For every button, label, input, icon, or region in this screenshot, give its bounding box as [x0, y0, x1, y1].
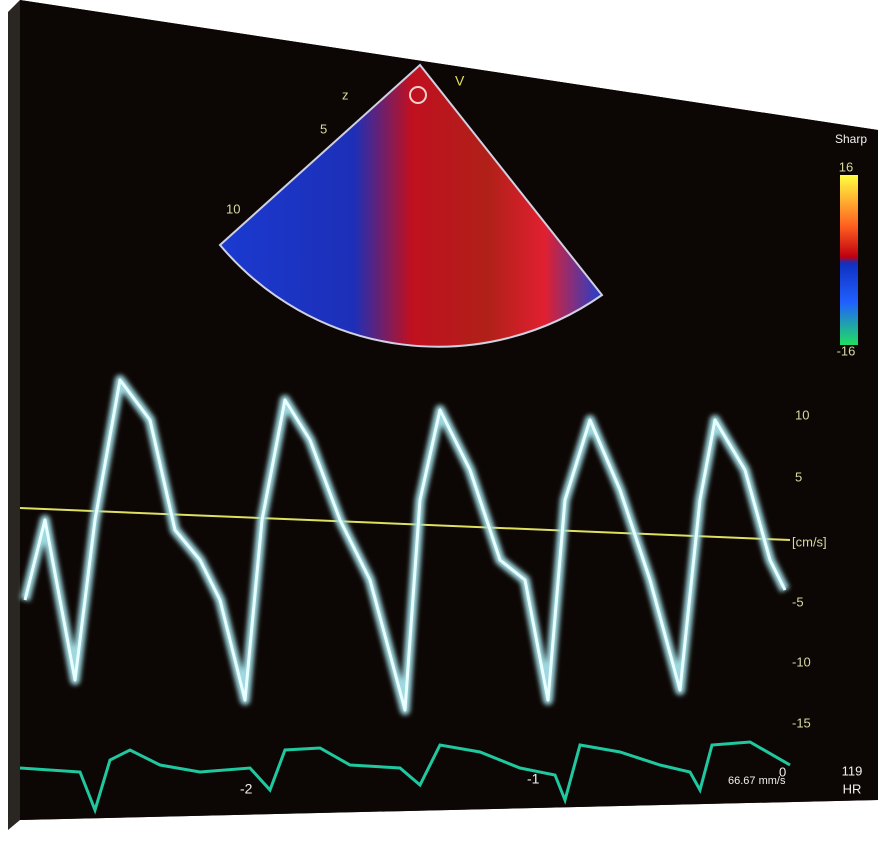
heart-rate: 119	[842, 763, 863, 778]
velocity-label: -15	[792, 715, 811, 730]
velocity-unit: [cm/s]	[792, 534, 827, 549]
velocity-label: 10	[795, 407, 809, 422]
depth-label: 5	[320, 121, 327, 136]
sweep-speed: 66.67 mm/s	[728, 775, 786, 787]
ecg-trace	[19, 740, 791, 815]
cursor	[409, 86, 427, 104]
color-bar	[840, 175, 858, 345]
mode-label: V	[455, 73, 465, 89]
heart-rate-label: HR	[843, 781, 862, 796]
color-map-title: Sharp	[835, 132, 867, 146]
baseline	[19, 507, 791, 541]
doppler-sector	[218, 63, 604, 348]
depth-label: z	[342, 87, 349, 102]
velocity-label: 5	[795, 469, 802, 484]
velocity-label: -10	[792, 654, 811, 669]
color-max: 16	[839, 159, 853, 174]
velocity-label: -5	[792, 594, 804, 609]
time-label: -1	[527, 771, 540, 787]
time-label: -2	[240, 781, 253, 797]
spectral-waveform	[20, 375, 790, 715]
color-min: -16	[837, 343, 856, 358]
time-label: 0	[779, 764, 786, 779]
depth-label: 10	[226, 201, 240, 216]
